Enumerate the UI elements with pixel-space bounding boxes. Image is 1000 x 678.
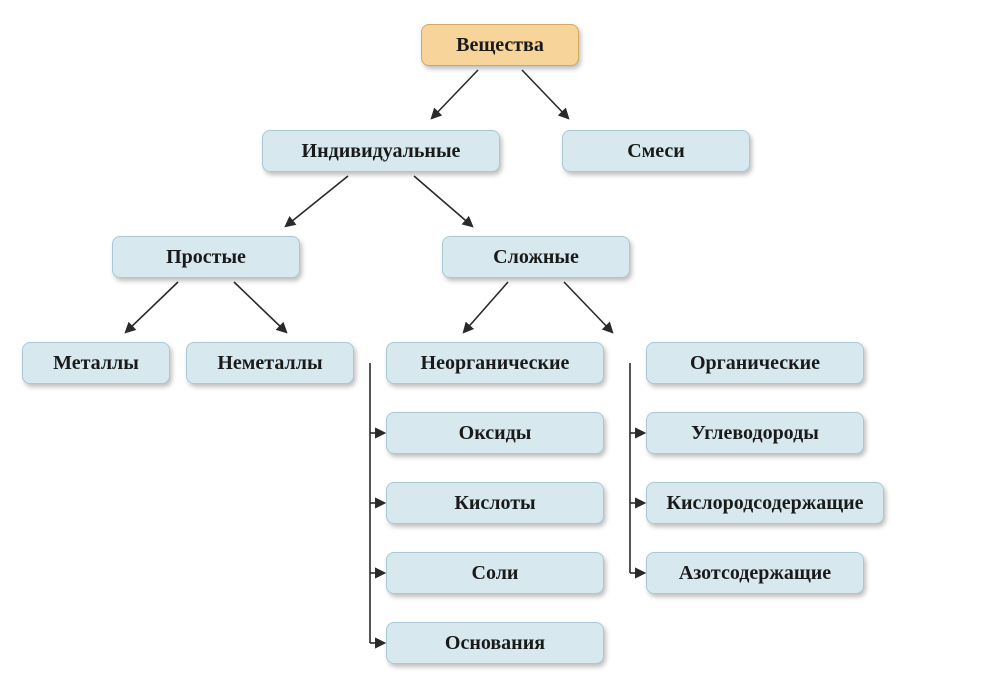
- node-label: Углеводороды: [691, 422, 819, 445]
- node-kisloty: Кислоты: [386, 482, 604, 524]
- node-soli: Соли: [386, 552, 604, 594]
- node-neorg: Неорганические: [386, 342, 604, 384]
- node-label: Кислоты: [454, 492, 535, 515]
- node-kislorodsod: Кислородсодержащие: [646, 482, 884, 524]
- node-individualnye: Индивидуальные: [262, 130, 500, 172]
- node-label: Смеси: [627, 140, 685, 163]
- node-label: Неорганические: [421, 352, 570, 375]
- node-label: Соли: [472, 562, 519, 585]
- node-oksidy: Оксиды: [386, 412, 604, 454]
- node-label: Основания: [445, 632, 545, 655]
- node-smesi: Смеси: [562, 130, 750, 172]
- node-label: Простые: [166, 246, 246, 269]
- node-label: Органические: [690, 352, 820, 375]
- node-label: Сложные: [493, 246, 579, 269]
- node-label: Азотсодержащие: [679, 562, 831, 585]
- node-label: Металлы: [53, 352, 139, 375]
- node-nemetally: Неметаллы: [186, 342, 354, 384]
- node-slozhnye: Сложные: [442, 236, 630, 278]
- node-prostye: Простые: [112, 236, 300, 278]
- diagram-stage: Вещества Индивидуальные Смеси Простые Сложны…: [0, 0, 1000, 678]
- node-label: Вещества: [456, 34, 544, 57]
- node-metally: Металлы: [22, 342, 170, 384]
- node-org: Органические: [646, 342, 864, 384]
- node-label: Неметаллы: [217, 352, 322, 375]
- node-azotsod: Азотсодержащие: [646, 552, 864, 594]
- node-label: Оксиды: [459, 422, 532, 445]
- node-uglevodorody: Углеводороды: [646, 412, 864, 454]
- node-osnovaniya: Основания: [386, 622, 604, 664]
- node-root: Вещества: [421, 24, 579, 66]
- node-label: Кислородсодержащие: [667, 492, 864, 515]
- node-label: Индивидуальные: [302, 140, 461, 163]
